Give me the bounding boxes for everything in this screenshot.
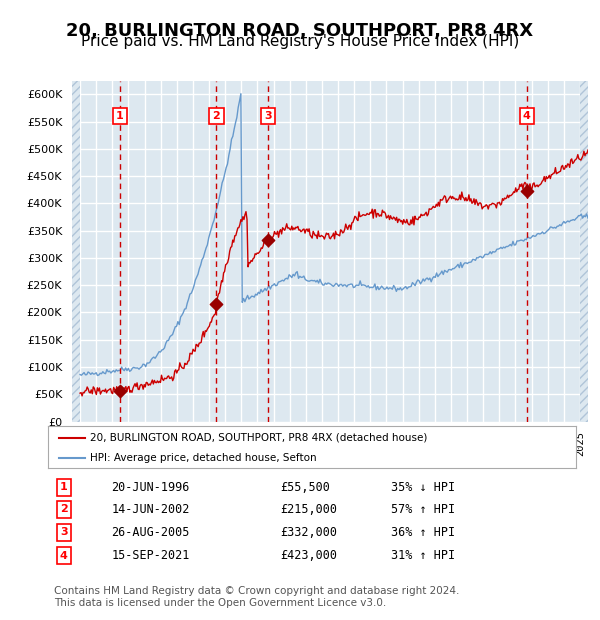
Text: Price paid vs. HM Land Registry's House Price Index (HPI): Price paid vs. HM Land Registry's House … xyxy=(81,34,519,49)
HPI: Average price, detached house, Sefton: (2e+03, 8.45e+04): Average price, detached house, Sefton: (… xyxy=(94,372,101,379)
Point xyxy=(263,236,273,246)
Text: 3: 3 xyxy=(264,111,272,121)
20, BURLINGTON ROAD, SOUTHPORT, PR8 4RX (detached house) xyxy=(584,146,592,154)
Text: £332,000: £332,000 xyxy=(280,526,337,539)
Text: 3: 3 xyxy=(60,528,68,538)
Point xyxy=(522,186,532,196)
HPI: Average price, detached house, Sefton: (2.01e+03, 2.43e+05): Average price, detached house, Sefton: (… xyxy=(380,286,388,293)
HPI: Average price, detached house, Sefton: (2e+03, 6.01e+05): Average price, detached house, Sefton: (… xyxy=(237,90,244,97)
HPI: Average price, detached house, Sefton: (2e+03, 1.59e+05): Average price, detached house, Sefton: (… xyxy=(169,331,176,339)
20, BURLINGTON ROAD, SOUTHPORT, PR8 4RX (detached house) xyxy=(494,199,501,206)
HPI: Average price, detached house, Sefton: (2.02e+03, 2.93e+05): Average price, detached house, Sefton: (… xyxy=(468,258,475,265)
Text: 20-JUN-1996: 20-JUN-1996 xyxy=(112,481,190,494)
HPI: Average price, detached house, Sefton: (1.99e+03, 8.62e+04): Average price, detached house, Sefton: (… xyxy=(76,371,83,378)
Text: 2: 2 xyxy=(212,111,220,121)
Text: 57% ↑ HPI: 57% ↑ HPI xyxy=(391,503,455,516)
Text: 4: 4 xyxy=(60,551,68,560)
Text: £423,000: £423,000 xyxy=(280,549,337,562)
Text: 20, BURLINGTON ROAD, SOUTHPORT, PR8 4RX: 20, BURLINGTON ROAD, SOUTHPORT, PR8 4RX xyxy=(67,22,533,40)
Text: HPI: Average price, detached house, Sefton: HPI: Average price, detached house, Seft… xyxy=(90,453,317,463)
20, BURLINGTON ROAD, SOUTHPORT, PR8 4RX (detached house) xyxy=(319,232,326,240)
Text: 26-AUG-2005: 26-AUG-2005 xyxy=(112,526,190,539)
Text: 1: 1 xyxy=(116,111,124,121)
Point xyxy=(212,299,221,309)
Line: HPI: Average price, detached house, Sefton: HPI: Average price, detached house, Seft… xyxy=(80,94,588,376)
20, BURLINGTON ROAD, SOUTHPORT, PR8 4RX (detached house) xyxy=(573,154,580,162)
HPI: Average price, detached house, Sefton: (2.01e+03, 2.51e+05): Average price, detached house, Sefton: (… xyxy=(359,281,367,288)
Bar xyxy=(580,81,588,422)
20, BURLINGTON ROAD, SOUTHPORT, PR8 4RX (detached house) xyxy=(352,213,359,221)
Line: 20, BURLINGTON ROAD, SOUTHPORT, PR8 4RX (detached house): 20, BURLINGTON ROAD, SOUTHPORT, PR8 4RX … xyxy=(80,150,588,396)
HPI: Average price, detached house, Sefton: (2.03e+03, 3.73e+05): Average price, detached house, Sefton: (… xyxy=(584,215,592,222)
Text: 15-SEP-2021: 15-SEP-2021 xyxy=(112,549,190,562)
Text: 2: 2 xyxy=(60,505,68,515)
Text: £215,000: £215,000 xyxy=(280,503,337,516)
Text: 4: 4 xyxy=(523,111,531,121)
Text: £55,500: £55,500 xyxy=(280,481,330,494)
20, BURLINGTON ROAD, SOUTHPORT, PR8 4RX (detached house) xyxy=(79,392,86,400)
Point xyxy=(115,386,125,396)
20, BURLINGTON ROAD, SOUTHPORT, PR8 4RX (detached house) xyxy=(76,389,83,397)
20, BURLINGTON ROAD, SOUTHPORT, PR8 4RX (detached house) xyxy=(380,208,387,216)
Text: 36% ↑ HPI: 36% ↑ HPI xyxy=(391,526,455,539)
Text: 1: 1 xyxy=(60,482,68,492)
20, BURLINGTON ROAD, SOUTHPORT, PR8 4RX (detached house) xyxy=(322,232,329,240)
Text: Contains HM Land Registry data © Crown copyright and database right 2024.
This d: Contains HM Land Registry data © Crown c… xyxy=(54,586,460,608)
Text: 31% ↑ HPI: 31% ↑ HPI xyxy=(391,549,455,562)
Bar xyxy=(72,81,80,422)
HPI: Average price, detached house, Sefton: (2.02e+03, 2.82e+05): Average price, detached house, Sefton: (… xyxy=(456,264,463,272)
Text: 20, BURLINGTON ROAD, SOUTHPORT, PR8 4RX (detached house): 20, BURLINGTON ROAD, SOUTHPORT, PR8 4RX … xyxy=(90,433,428,443)
Text: 14-JUN-2002: 14-JUN-2002 xyxy=(112,503,190,516)
Text: 35% ↓ HPI: 35% ↓ HPI xyxy=(391,481,455,494)
HPI: Average price, detached house, Sefton: (2.01e+03, 2.57e+05): Average price, detached house, Sefton: (… xyxy=(305,278,313,285)
